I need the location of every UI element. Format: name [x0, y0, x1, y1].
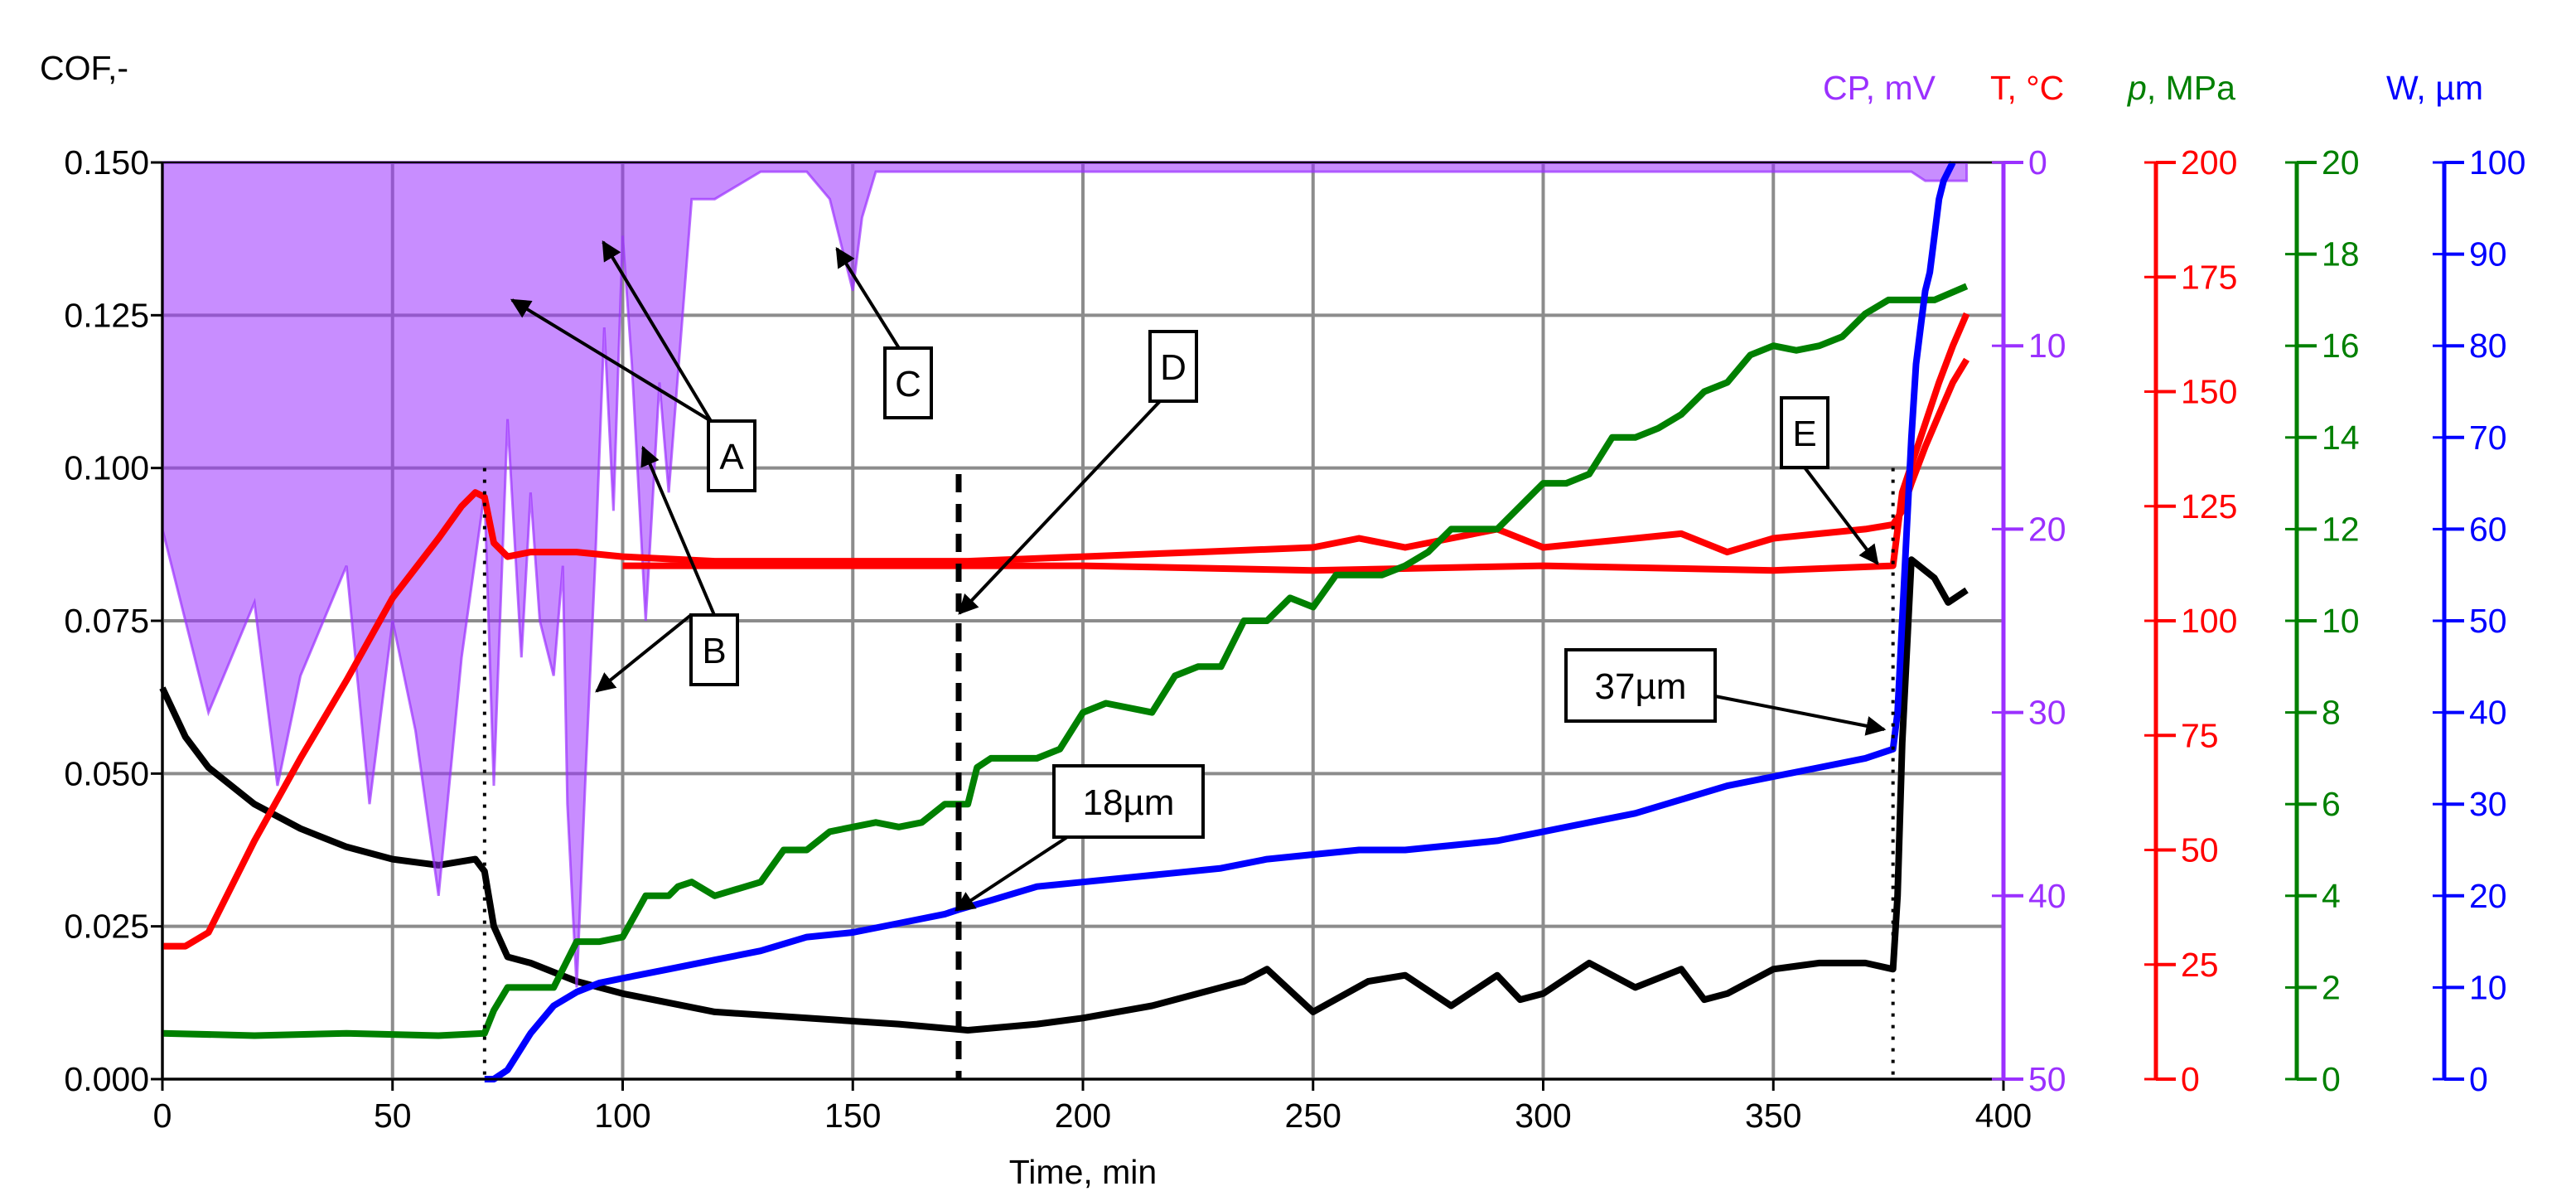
annotation-label: C — [895, 364, 921, 404]
tick-label-w: 20 — [2469, 877, 2507, 915]
annotation-arrow — [835, 246, 901, 350]
annotation-box — [883, 346, 933, 419]
x-tick-label: 150 — [824, 1097, 881, 1135]
tick-label-w: 0 — [2469, 1060, 2488, 1098]
tick-label-w: 40 — [2469, 694, 2507, 732]
tick-label-t: 25 — [2181, 946, 2219, 984]
series-layer — [159, 161, 1970, 1082]
tick-label-t: 200 — [2181, 143, 2237, 182]
y-tick-label: 0.125 — [64, 296, 149, 334]
y-axis-label: COF,- — [40, 49, 128, 87]
annotation-label: 18µm — [1083, 782, 1175, 823]
tick-label-w: 80 — [2469, 327, 2507, 365]
annotation-arrow — [595, 613, 693, 693]
tick-label-t: 75 — [2181, 716, 2219, 754]
tick-label-t: 100 — [2181, 602, 2237, 640]
tick-label-w: 60 — [2469, 510, 2507, 548]
annotation-box — [1148, 330, 1198, 403]
annotation-arrow — [954, 835, 1069, 912]
annotations: A B C D E 18µm 37µm — [510, 240, 1887, 912]
x-axis-label: Time, min — [1009, 1153, 1157, 1191]
annotation-arrow — [1714, 695, 1887, 736]
x-tick-label: 300 — [1515, 1097, 1571, 1135]
tick-label-cp: 40 — [2028, 877, 2066, 915]
annotation-label: E — [1792, 414, 1816, 454]
tick-label-cp: 10 — [2028, 327, 2066, 365]
annotation-box — [1780, 396, 1829, 469]
series-line-w — [484, 161, 1956, 1082]
axis-title-p: p, MPa — [2126, 69, 2235, 107]
tick-label-w: 50 — [2469, 602, 2507, 640]
series-line-left — [159, 556, 1969, 1034]
axis-title-cp: CP, mV — [1823, 69, 1936, 107]
x-tick-label: 400 — [1975, 1097, 2032, 1135]
annotation-box — [707, 419, 756, 492]
tick-label-t: 0 — [2181, 1060, 2200, 1098]
tick-label-p: 2 — [2322, 968, 2341, 1006]
tick-label-w: 70 — [2469, 419, 2507, 457]
tick-label-t: 150 — [2181, 373, 2237, 411]
x-tick-label: 0 — [153, 1097, 172, 1135]
tick-label-p: 18 — [2322, 235, 2360, 274]
tick-label-t: 50 — [2181, 831, 2219, 869]
annotation-box — [1564, 648, 1717, 723]
tick-label-p: 4 — [2322, 877, 2341, 915]
series-line-t — [162, 357, 1970, 950]
y-tick-label: 0.075 — [64, 602, 149, 640]
tick-label-cp: 20 — [2028, 510, 2066, 548]
tick-label-p: 16 — [2322, 327, 2360, 365]
tick-label-p: 14 — [2322, 419, 2360, 457]
series-line-t — [622, 312, 1970, 574]
tick-label-p: 12 — [2322, 510, 2360, 548]
annotation-label: 37µm — [1595, 666, 1687, 707]
x-tick-label: 350 — [1745, 1097, 1801, 1135]
annotation-arrow — [958, 399, 1162, 615]
y-tick-label: 0.100 — [64, 449, 149, 487]
tick-label-p: 0 — [2322, 1060, 2341, 1098]
annotation-label: B — [702, 631, 726, 671]
tick-label-p: 6 — [2322, 785, 2341, 823]
annotation-label: A — [719, 437, 744, 477]
axis-title-t: T, °C — [1990, 69, 2064, 107]
tick-label-cp: 30 — [2028, 694, 2066, 732]
x-tick-label: 100 — [594, 1097, 650, 1135]
annotation-arrow — [602, 240, 713, 423]
tick-label-cp: 50 — [2028, 1060, 2066, 1098]
x-tick-label: 200 — [1055, 1097, 1111, 1135]
series-line-p — [162, 283, 1969, 1039]
tick-label-t: 125 — [2181, 487, 2237, 525]
vertical-markers — [482, 467, 1895, 1079]
tick-label-p: 8 — [2322, 694, 2341, 732]
y-tick-label: 0.150 — [64, 143, 149, 182]
tick-label-cp: 0 — [2028, 143, 2047, 182]
tick-label-w: 10 — [2469, 968, 2507, 1006]
tick-label-p: 10 — [2322, 602, 2360, 640]
axis-title-w: W, µm — [2386, 69, 2483, 107]
y-tick-label: 0.000 — [64, 1060, 149, 1098]
annotation-box — [1052, 764, 1205, 839]
tick-label-w: 90 — [2469, 235, 2507, 274]
tick-label-t: 175 — [2181, 258, 2237, 296]
x-tick-label: 250 — [1285, 1097, 1341, 1135]
annotation-label: D — [1160, 347, 1187, 388]
annotation-arrow — [510, 298, 713, 423]
tick-label-w: 30 — [2469, 785, 2507, 823]
tick-label-p: 20 — [2322, 143, 2360, 182]
y-tick-label: 0.050 — [64, 754, 149, 792]
y-tick-label: 0.025 — [64, 908, 149, 946]
annotation-box — [689, 613, 739, 686]
annotation-arrow — [1803, 466, 1879, 565]
series-cp-area — [161, 161, 1969, 988]
tick-label-w: 100 — [2469, 143, 2525, 182]
annotation-arrow — [640, 445, 716, 616]
x-tick-label: 50 — [374, 1097, 412, 1135]
